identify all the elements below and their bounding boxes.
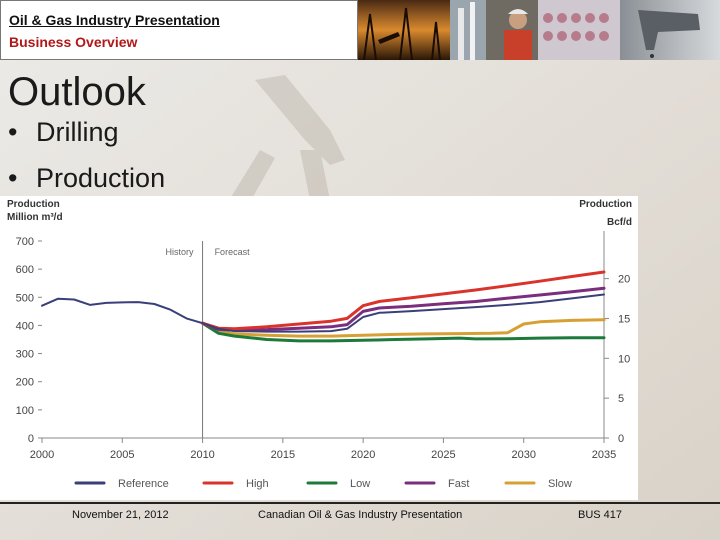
y-tick-label: 200 (16, 377, 34, 389)
bullet-dot-icon: • (8, 163, 18, 193)
footer-date: November 21, 2012 (72, 509, 169, 521)
photo-strip (358, 0, 720, 60)
production-chart-svg: Production Million m³/d Production Bcf/d… (0, 196, 638, 500)
x-tick-label: 2020 (351, 449, 375, 461)
header-title: Oil & Gas Industry Presentation (9, 12, 220, 28)
y-tick-label: 300 (16, 349, 34, 361)
y2-tick-label: 15 (618, 313, 630, 325)
photo-oil-derricks (358, 0, 450, 60)
y-tick-label: 0 (28, 433, 34, 445)
series-line-low (201, 321, 606, 343)
x-tick-label: 2010 (190, 449, 214, 461)
y-tick-label: 600 (16, 264, 34, 276)
y2-tick-label: 0 (618, 433, 624, 445)
slide-title: Outlook (8, 70, 146, 114)
right-axis-title-line1: Production (579, 199, 632, 210)
series-line-fast (201, 286, 606, 332)
header-subtitle: Business Overview (9, 34, 138, 50)
bullet-text: Drilling (36, 117, 119, 147)
left-axis-title-line1: Production (7, 199, 60, 210)
x-tick-label: 2005 (110, 449, 134, 461)
bullet-list: • Drilling • Production (8, 112, 165, 204)
production-chart: Production Million m³/d Production Bcf/d… (0, 196, 638, 500)
photo-gas-nozzle (620, 0, 720, 60)
legend-label-fast: Fast (448, 478, 469, 490)
y2-tick-label: 20 (618, 274, 630, 286)
footer-divider (0, 502, 720, 504)
x-tick-label: 2035 (592, 449, 616, 461)
y2-tick-label: 10 (618, 353, 630, 365)
right-axis-title-line2: Bcf/d (607, 217, 632, 228)
bullet-item: • Drilling (8, 112, 165, 158)
footer-center-text: Canadian Oil & Gas Industry Presentation (258, 509, 463, 521)
footer-course: BUS 417 (578, 509, 623, 521)
x-tick-label: 2030 (511, 449, 535, 461)
y-tick-label: 400 (16, 320, 34, 332)
y2-tick-label: 5 (618, 393, 624, 405)
series-line-high (201, 270, 606, 331)
x-tick-label: 2000 (30, 449, 54, 461)
chart-background (0, 196, 638, 500)
x-tick-label: 2015 (271, 449, 295, 461)
x-tick-label: 2025 (431, 449, 455, 461)
header-box: Oil & Gas Industry Presentation Business… (0, 0, 358, 60)
y-tick-label: 500 (16, 292, 34, 304)
photo-pipes (538, 0, 620, 60)
legend-label-high: High (246, 478, 269, 490)
forecast-label: Forecast (215, 247, 251, 257)
legend-label-low: Low (350, 478, 370, 490)
bullet-item: • Production (8, 158, 165, 204)
history-label: History (166, 247, 195, 257)
y-tick-label: 100 (16, 405, 34, 417)
left-axis-title-line2: Million m³/d (7, 212, 63, 223)
bullet-dot-icon: • (8, 117, 18, 147)
photo-refinery (450, 0, 486, 60)
legend-label-slow: Slow (548, 478, 572, 490)
series-line-slow (201, 318, 606, 338)
bullet-text: Production (36, 163, 166, 193)
series-line-reference (41, 293, 605, 333)
photo-oil-worker (486, 0, 538, 60)
y-tick-label: 700 (16, 236, 34, 248)
legend-label-reference: Reference (118, 478, 169, 490)
